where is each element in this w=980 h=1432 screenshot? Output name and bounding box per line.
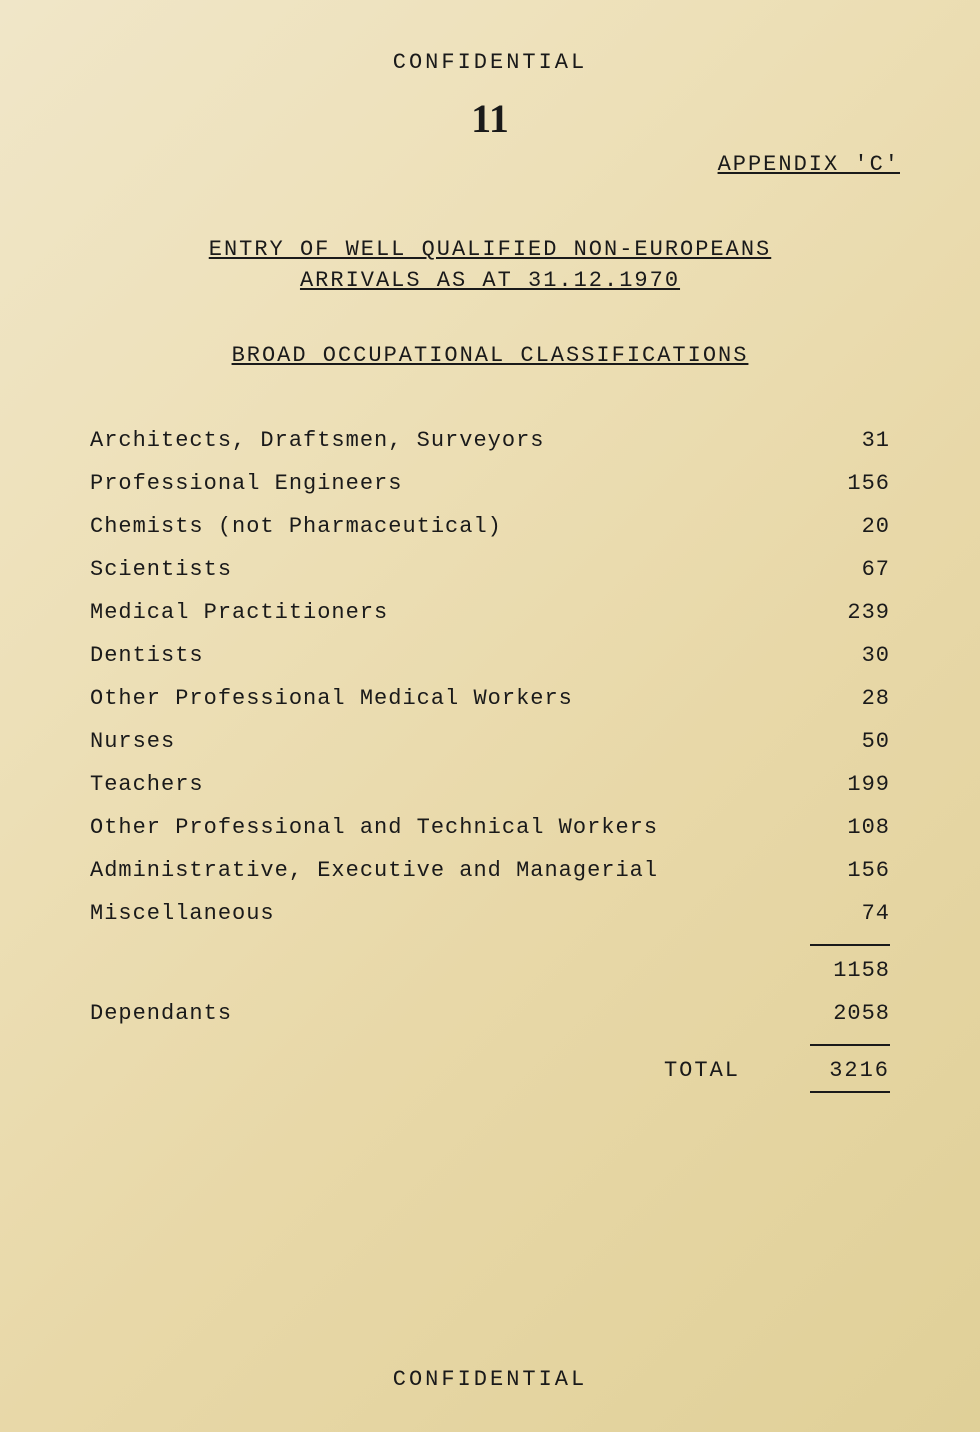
subtotal-rule bbox=[810, 944, 890, 946]
row-label: Professional Engineers bbox=[90, 471, 800, 496]
row-label: Teachers bbox=[90, 772, 800, 797]
row-label: Medical Practitioners bbox=[90, 600, 800, 625]
footer-confidential: CONFIDENTIAL bbox=[0, 1367, 980, 1392]
row-value: 156 bbox=[800, 471, 890, 496]
row-value: 30 bbox=[800, 643, 890, 668]
row-label: Architects, Draftsmen, Surveyors bbox=[90, 428, 800, 453]
row-label: Administrative, Executive and Managerial bbox=[90, 858, 800, 883]
table-row: Other Professional and Technical Workers… bbox=[90, 815, 890, 840]
row-label: Nurses bbox=[90, 729, 800, 754]
table-row: Medical Practitioners 239 bbox=[90, 600, 890, 625]
subtitle: BROAD OCCUPATIONAL CLASSIFICATIONS bbox=[80, 343, 900, 368]
row-label: Miscellaneous bbox=[90, 901, 800, 926]
header-confidential: CONFIDENTIAL bbox=[80, 50, 900, 75]
table-row: Miscellaneous 74 bbox=[90, 901, 890, 926]
subtotal-row: 1158 bbox=[90, 958, 890, 983]
appendix-label: APPENDIX 'C' bbox=[80, 152, 900, 177]
table-row: Administrative, Executive and Managerial… bbox=[90, 858, 890, 883]
total-value: 3216 bbox=[800, 1058, 890, 1083]
row-value: 31 bbox=[800, 428, 890, 453]
row-label: Scientists bbox=[90, 557, 800, 582]
row-label: Other Professional Medical Workers bbox=[90, 686, 800, 711]
total-row: TOTAL 3216 bbox=[90, 1058, 890, 1083]
subtotal-value: 1158 bbox=[800, 958, 890, 983]
table-row: Chemists (not Pharmaceutical) 20 bbox=[90, 514, 890, 539]
row-value: 74 bbox=[800, 901, 890, 926]
row-value: 20 bbox=[800, 514, 890, 539]
table-row: Professional Engineers 156 bbox=[90, 471, 890, 496]
table-row: Scientists 67 bbox=[90, 557, 890, 582]
row-label: Dentists bbox=[90, 643, 800, 668]
row-value: 156 bbox=[800, 858, 890, 883]
total-label: TOTAL bbox=[90, 1058, 800, 1083]
title-line-2: ARRIVALS AS AT 31.12.1970 bbox=[80, 268, 900, 293]
title-block: ENTRY OF WELL QUALIFIED NON-EUROPEANS AR… bbox=[80, 237, 900, 293]
row-value: 108 bbox=[800, 815, 890, 840]
row-value: 67 bbox=[800, 557, 890, 582]
row-value: 50 bbox=[800, 729, 890, 754]
dependants-label: Dependants bbox=[90, 1001, 800, 1026]
table-row: Other Professional Medical Workers 28 bbox=[90, 686, 890, 711]
table-row: Nurses 50 bbox=[90, 729, 890, 754]
occupations-table: Architects, Draftsmen, Surveyors 31 Prof… bbox=[80, 428, 900, 1093]
table-row: Dentists 30 bbox=[90, 643, 890, 668]
dependants-value: 2058 bbox=[800, 1001, 890, 1026]
dependants-row: Dependants 2058 bbox=[90, 1001, 890, 1026]
page-number: 11 bbox=[80, 95, 900, 142]
row-value: 199 bbox=[800, 772, 890, 797]
table-row: Architects, Draftsmen, Surveyors 31 bbox=[90, 428, 890, 453]
row-label: Other Professional and Technical Workers bbox=[90, 815, 800, 840]
row-value: 28 bbox=[800, 686, 890, 711]
total-rule-bottom bbox=[810, 1091, 890, 1093]
title-line-1: ENTRY OF WELL QUALIFIED NON-EUROPEANS bbox=[80, 237, 900, 262]
row-label: Chemists (not Pharmaceutical) bbox=[90, 514, 800, 539]
row-value: 239 bbox=[800, 600, 890, 625]
total-rule-top bbox=[810, 1044, 890, 1046]
table-row: Teachers 199 bbox=[90, 772, 890, 797]
